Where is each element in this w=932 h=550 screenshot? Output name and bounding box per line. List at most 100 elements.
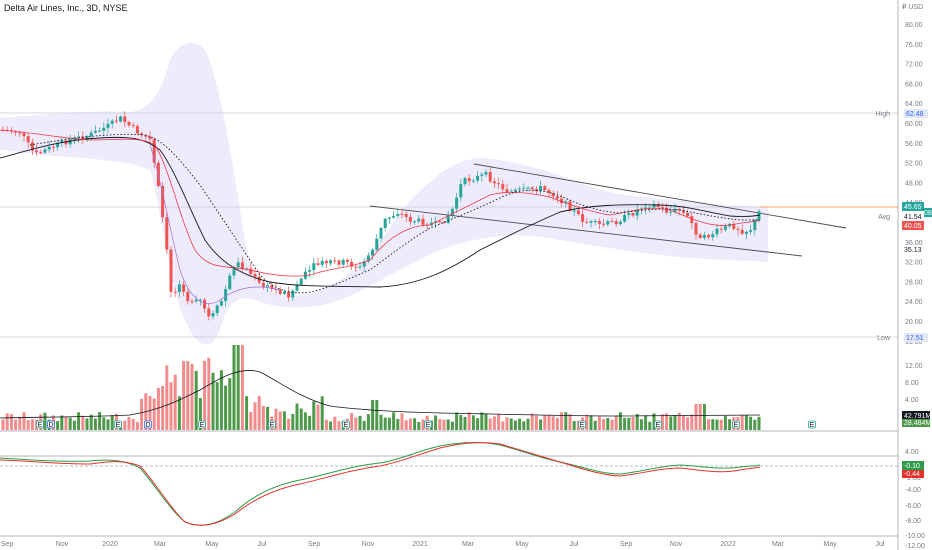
- volume-bar: [723, 415, 727, 430]
- time-tick-label: Mar: [154, 541, 167, 548]
- volume-bar: [568, 414, 572, 430]
- candle: [152, 137, 156, 169]
- volume-bar: [421, 419, 425, 430]
- event-marker[interactable]: E: [114, 420, 122, 429]
- candle: [555, 190, 559, 204]
- candle: [459, 178, 463, 202]
- volume-axis[interactable]: 12.00 8.00 4.00: [905, 363, 923, 404]
- volume-bar: [627, 417, 631, 430]
- volume-bar: [413, 418, 417, 430]
- currency-label[interactable]: ₽ USD: [902, 4, 924, 11]
- candle: [26, 132, 30, 149]
- candle: [291, 288, 295, 301]
- candle: [387, 216, 391, 224]
- event-marker[interactable]: E: [654, 420, 662, 429]
- volume-bar: [631, 416, 635, 430]
- volume-bar: [509, 418, 513, 430]
- candle: [736, 226, 740, 236]
- event-marker[interactable]: E: [36, 420, 44, 429]
- volume-bar: [190, 363, 194, 430]
- volume-bar: [686, 417, 690, 430]
- event-marker[interactable]: E: [424, 420, 432, 429]
- candle: [660, 202, 664, 213]
- candle: [345, 258, 349, 265]
- candle: [366, 252, 370, 264]
- oscillator-tick-label: 4.00: [905, 449, 919, 456]
- time-axis[interactable]: Sep Nov 2020 Mar May Jul Sep Nov 2021 Mar May Jul Se…: [1, 541, 885, 548]
- candle: [417, 215, 421, 224]
- event-marker[interactable]: D: [144, 420, 152, 429]
- volume-series: [1, 345, 761, 430]
- volume-bar: [467, 412, 471, 430]
- price-tick-label: 80.00: [905, 22, 923, 29]
- volume-bar: [152, 398, 156, 430]
- candle: [93, 125, 97, 134]
- candle: [467, 174, 471, 187]
- volume-bar: [660, 414, 664, 430]
- volume-bar: [85, 418, 89, 430]
- candle: [215, 303, 219, 317]
- svg-text:E: E: [810, 422, 815, 429]
- volume-bar: [417, 421, 421, 430]
- trendline-lower[interactable]: [369, 205, 803, 257]
- candle: [530, 186, 534, 194]
- bollinger-cloud: [0, 42, 768, 345]
- price-tick-label: 72.00: [905, 62, 923, 69]
- candle: [509, 188, 513, 194]
- volume-bar: [173, 374, 177, 430]
- candle: [278, 286, 282, 296]
- volume-bar: [207, 357, 211, 430]
- price-tag-ma: 40.05: [902, 221, 924, 230]
- candle: [198, 298, 202, 306]
- candle: [114, 115, 118, 124]
- event-marker[interactable]: E: [578, 420, 586, 429]
- candle: [337, 259, 341, 268]
- volume-bar: [694, 404, 698, 430]
- volume-bar: [392, 412, 396, 430]
- candle: [135, 124, 139, 136]
- event-marker[interactable]: E: [732, 420, 740, 429]
- price-axis[interactable]: 80.00 76.00 72.00 68.00 64.00 60.00 56.00 52.00…: [905, 22, 923, 346]
- event-marker[interactable]: E: [808, 420, 816, 429]
- candle: [551, 190, 555, 201]
- event-marker[interactable]: E: [342, 420, 350, 429]
- volume-bar: [543, 415, 547, 430]
- event-marker[interactable]: D: [47, 420, 55, 429]
- volume-bar: [618, 412, 622, 430]
- candle: [669, 206, 673, 216]
- price-tick-label: 28.00: [905, 279, 923, 286]
- trendline-upper[interactable]: [473, 163, 847, 229]
- volume-bar: [68, 417, 72, 430]
- volume-bar: [56, 421, 60, 430]
- candle: [492, 177, 496, 189]
- volume-bar: [371, 400, 375, 430]
- volume-bar: [198, 398, 202, 430]
- volume-bar: [1, 419, 5, 430]
- candle: [207, 302, 211, 321]
- candle: [249, 262, 253, 277]
- candle: [702, 231, 706, 241]
- volume-bar: [182, 360, 186, 430]
- candle: [194, 295, 198, 304]
- candle: [732, 220, 736, 231]
- volume-bar: [89, 414, 93, 430]
- moving-average-slow: [0, 136, 761, 288]
- svg-text:17.51: 17.51: [906, 335, 924, 342]
- price-tick-label: 68.00: [905, 81, 923, 88]
- volume-bar: [434, 415, 438, 430]
- price-tag-current: 45.65 08: [902, 202, 932, 217]
- event-marker[interactable]: E: [198, 420, 206, 429]
- price-tag-lower: 35.13: [904, 247, 922, 254]
- time-tick-label: 2020: [102, 541, 118, 548]
- volume-bar: [316, 404, 320, 430]
- oscillator-axis[interactable]: 4.00 -2.00 -4.00 -6.00 -8.00 -10.00 -12.00: [905, 449, 925, 550]
- candle: [564, 199, 568, 208]
- candle: [707, 233, 711, 240]
- time-tick-label: Sep: [620, 541, 633, 548]
- volume-bar: [98, 412, 102, 430]
- macd-line: [0, 442, 761, 526]
- event-marker[interactable]: E: [268, 420, 276, 429]
- volume-bar: [534, 415, 538, 430]
